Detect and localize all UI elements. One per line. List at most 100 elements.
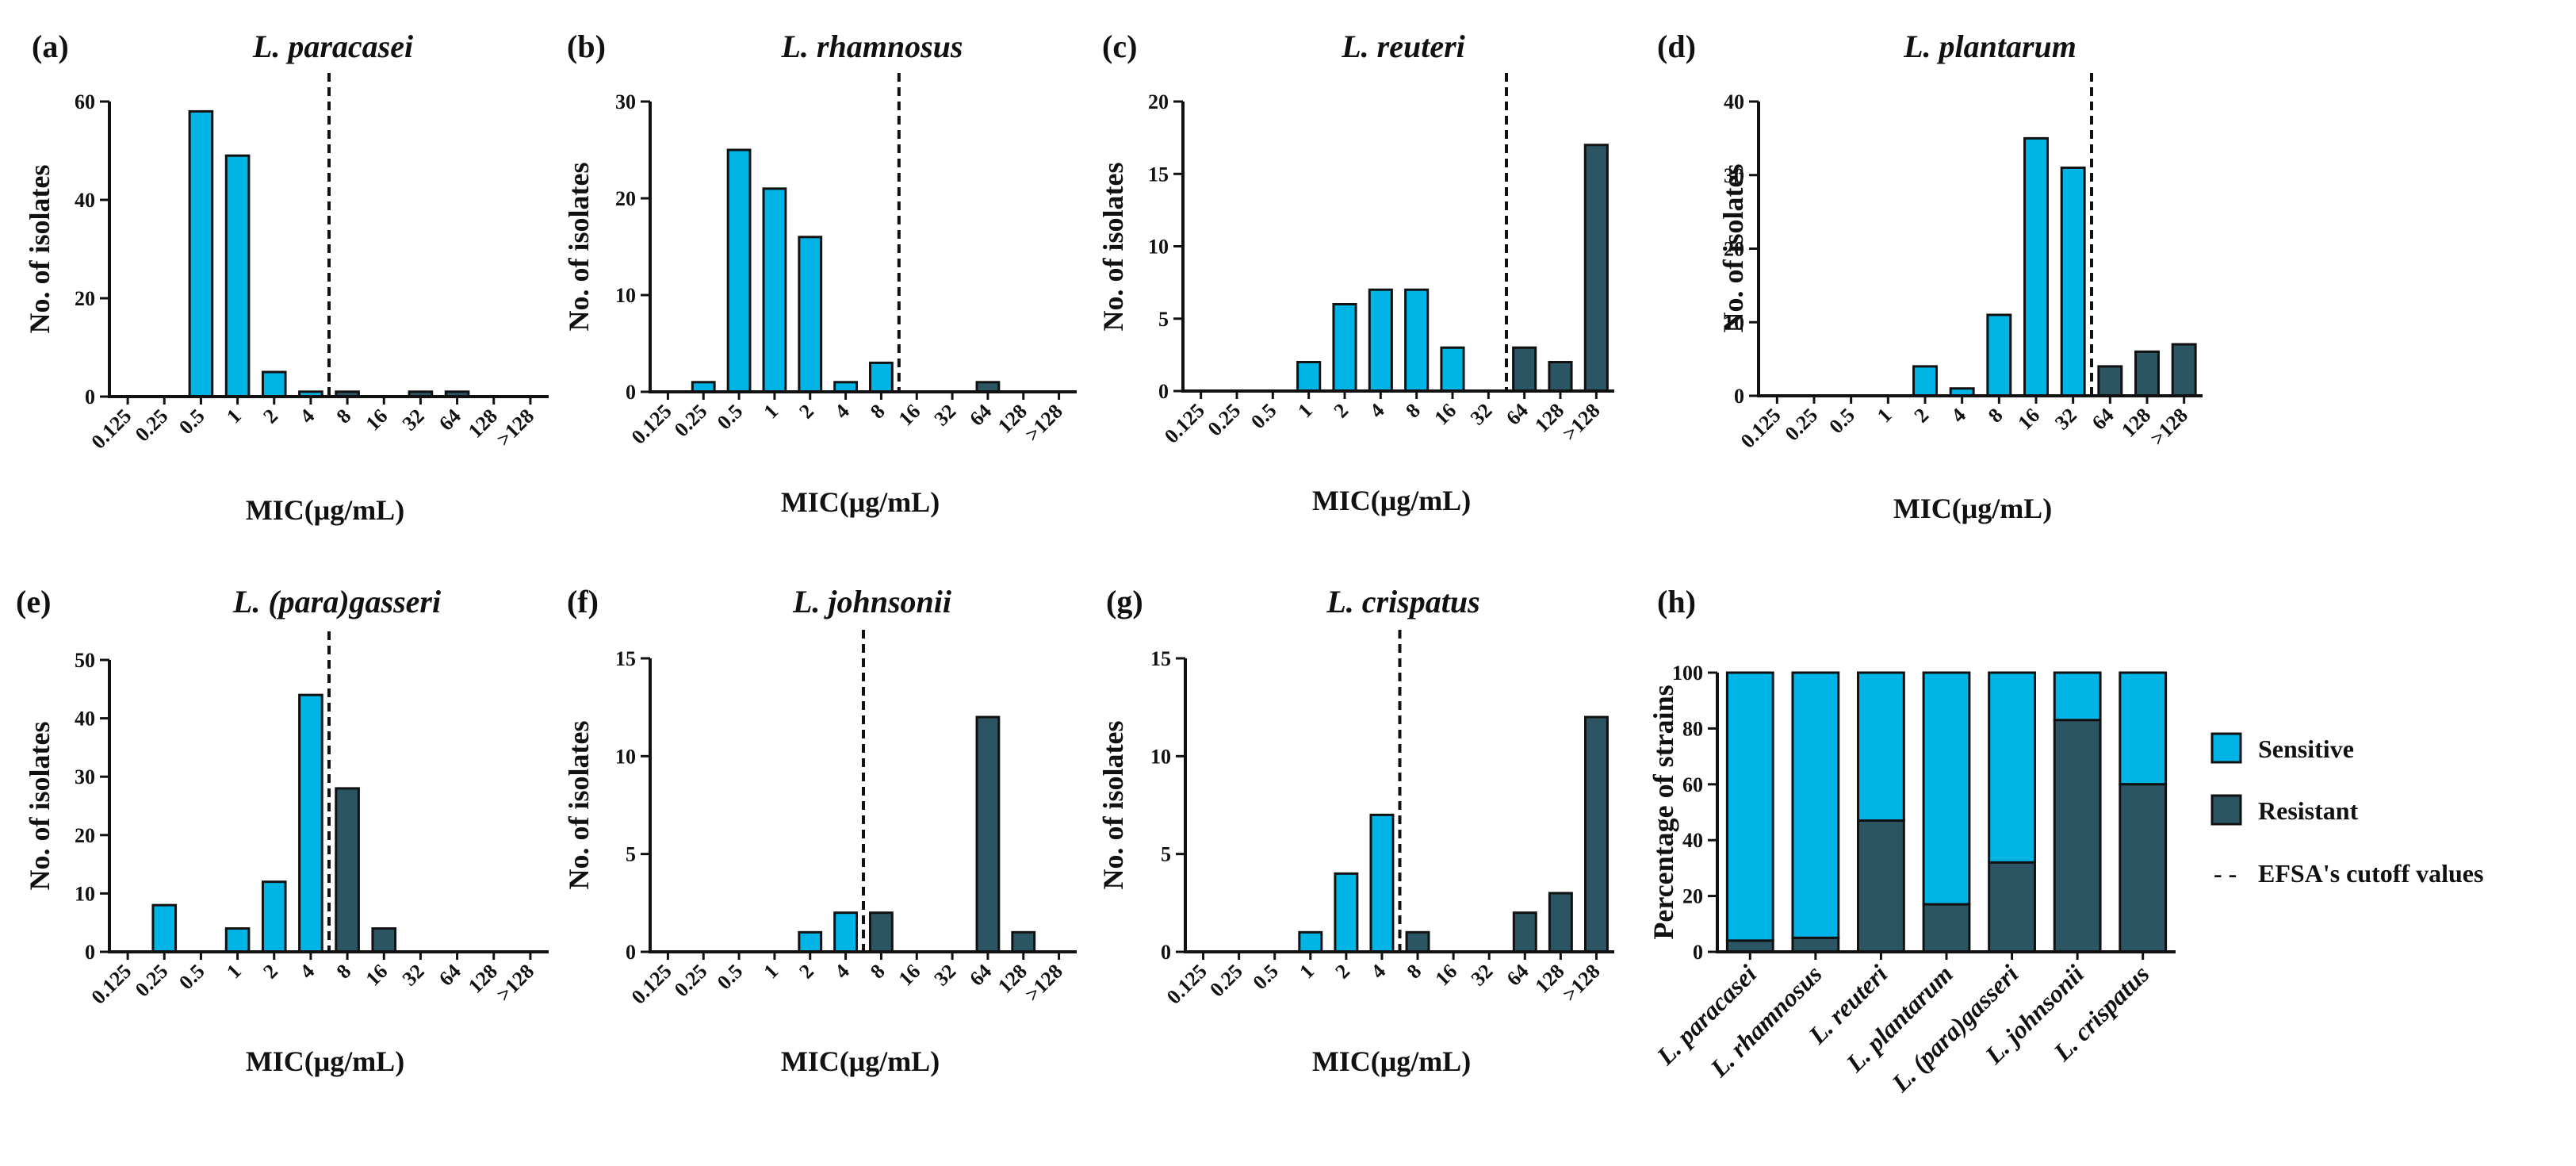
y-tick-label: 10: [615, 284, 636, 307]
bar-2: [1912, 365, 1938, 397]
x-tick-label: 4: [1367, 960, 1391, 984]
stacked-bar-resistant: [2053, 719, 2102, 953]
panel-title: L. reuteri: [1341, 29, 1465, 64]
y-tick-label: 40: [75, 708, 95, 731]
stacked-bar-sensitive: [1725, 671, 1774, 942]
y-tick-label: 0: [1734, 385, 1744, 408]
x-tick-label: 0.5: [174, 960, 209, 994]
panel-title: L. crispatus: [1326, 584, 1479, 619]
bar-0.5: [726, 148, 752, 393]
y-tick-label: 40: [1724, 90, 1744, 113]
y-axis-label: No. of isolates: [1097, 163, 1129, 332]
panel-title: L. (para)gasseri: [232, 584, 441, 619]
bar-32: [2060, 166, 2086, 397]
x-tick-label: 8: [332, 405, 356, 428]
y-tick-label: 0: [626, 941, 636, 964]
x-tick-label: 1: [222, 960, 246, 984]
bar-8: [1405, 930, 1430, 953]
y-axis-label: Percentage of strains: [1648, 685, 1679, 939]
y-tick-label: 15: [615, 647, 636, 670]
bar-128: [1548, 361, 1573, 393]
stacked-bar-sensitive: [1857, 671, 1905, 823]
y-tick-label: 60: [1682, 773, 1703, 796]
x-tick-label: 1: [1293, 399, 1317, 423]
x-tick-label: 8: [1401, 399, 1425, 423]
x-tick-label: 8: [1403, 960, 1426, 984]
y-axis-label: No. of isolates: [563, 163, 595, 332]
x-tick-label: 32: [929, 960, 960, 991]
y-tick-label: 20: [75, 287, 95, 310]
x-tick-label: 8: [866, 960, 890, 984]
axes: [649, 658, 1077, 953]
y-tick-label: 10: [1724, 311, 1744, 334]
panel-title: L. johnsonii: [792, 584, 951, 619]
x-tick-label: 32: [398, 405, 429, 435]
panel-letter: (f): [567, 584, 599, 619]
x-tick-label: 32: [1467, 960, 1498, 991]
stacked-bar-sensitive: [1988, 671, 2036, 864]
y-tick-label: 30: [75, 765, 95, 788]
x-tick-label: 64: [2088, 404, 2119, 435]
y-tick-label: 40: [1682, 829, 1703, 852]
x-tick-label: >128: [2145, 404, 2192, 451]
bar-16: [371, 927, 397, 953]
y-tick-label: 0: [626, 381, 636, 404]
panel-title: L. rhamnosus: [781, 29, 963, 64]
stacked-bar-resistant: [1988, 861, 2036, 953]
panel-f: (f) L. johnsonii No. of isolates 0 5 10 15 0.12…: [563, 584, 1077, 1077]
y-tick-label: 10: [1150, 745, 1171, 768]
x-tick-label: 2: [258, 960, 282, 984]
y-tick-label: 10: [1148, 236, 1169, 259]
axes: [1181, 102, 1614, 393]
bar-2: [798, 236, 823, 393]
bar-128: [2134, 350, 2160, 397]
x-tick-label: 4: [1946, 404, 1970, 428]
panel-letter: (e): [16, 584, 51, 619]
bar-gt128: [1583, 144, 1609, 393]
y-tick-label: 30: [615, 90, 636, 113]
x-tick-label: >128: [1020, 960, 1067, 1007]
bar-1: [762, 187, 787, 393]
y-tick-label: 20: [1724, 238, 1744, 261]
x-tick-label: >128: [1558, 960, 1605, 1007]
x-tick-label: 8: [332, 960, 356, 984]
x-tick-label: 0.5: [1246, 399, 1280, 433]
x-tick-label: 2: [794, 960, 818, 984]
x-tick-label: 2: [1330, 399, 1353, 423]
panel-letter: (d): [1657, 29, 1696, 64]
y-tick-label: 0: [85, 385, 95, 408]
axes: [108, 660, 549, 953]
bar-1: [1296, 361, 1322, 393]
bar-8: [335, 787, 360, 953]
bar-0.25: [151, 903, 178, 953]
bar-64: [2097, 365, 2123, 397]
x-tick-label: 2: [794, 400, 818, 424]
x-tick-label: 0.125: [1160, 399, 1209, 448]
y-tick-label: 0: [85, 941, 95, 964]
bar-1: [224, 927, 251, 953]
y-tick-label: 15: [1150, 647, 1171, 670]
bar-2: [798, 930, 823, 953]
x-tick-label: 2: [1330, 960, 1354, 984]
bar-16: [2023, 136, 2049, 397]
bar-gt128: [1583, 715, 1609, 953]
x-axis-label: MIC(μg/mL): [1312, 485, 1471, 516]
x-tick-label: 2: [258, 405, 282, 428]
bar-1: [224, 154, 251, 398]
x-tick-label: 0.5: [1248, 960, 1282, 994]
x-tick-label: 64: [965, 960, 996, 991]
bar-4: [1368, 288, 1393, 393]
x-tick-label: 1: [759, 960, 783, 984]
bar-0.5: [188, 109, 214, 398]
x-tick-label: 4: [830, 960, 854, 984]
x-tick-label: 0.5: [713, 960, 747, 994]
x-tick-label: 32: [398, 960, 429, 991]
legend-swatch-resistant: [2210, 794, 2242, 826]
x-tick-label: 2: [1910, 404, 1934, 428]
y-axis-label: No. of isolates: [563, 721, 595, 890]
x-tick-label: 4: [830, 400, 854, 424]
x-tick-label: 16: [1430, 960, 1461, 991]
panel-title: L. paracasei: [252, 29, 413, 64]
bar-8: [869, 361, 894, 393]
legend-cutoff-symbol: - -: [2214, 859, 2237, 888]
